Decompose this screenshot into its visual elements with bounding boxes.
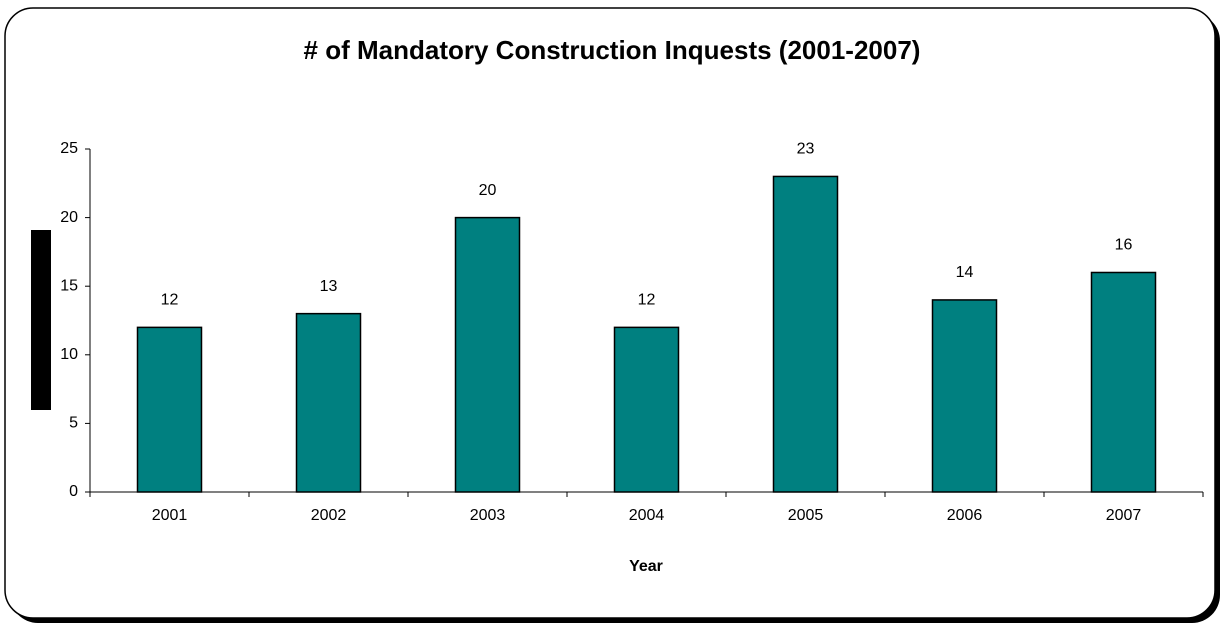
data-label: 12 <box>638 292 656 309</box>
x-tick-label: 2001 <box>152 507 188 524</box>
frame <box>4 7 1216 619</box>
y-tick-label: 0 <box>69 483 78 500</box>
data-label: 13 <box>320 278 338 295</box>
y-tick-label: 25 <box>60 140 78 157</box>
x-tick-label: 2005 <box>788 507 824 524</box>
obscured-label <box>31 230 51 410</box>
bar <box>136 326 203 493</box>
bar <box>931 299 998 493</box>
y-tick-label: 20 <box>60 209 78 226</box>
y-tick-label: 10 <box>60 346 78 363</box>
bar <box>454 216 521 493</box>
x-tick-label: 2007 <box>1106 507 1142 524</box>
x-tick-label: 2006 <box>947 507 983 524</box>
y-tick-label: 15 <box>60 277 78 294</box>
data-label: 12 <box>161 292 179 309</box>
data-label: 23 <box>797 141 815 158</box>
x-tick-label: 2004 <box>629 507 665 524</box>
x-tick-label: 2002 <box>311 507 347 524</box>
y-tick-label: 5 <box>69 415 78 432</box>
data-label: 20 <box>479 182 497 199</box>
data-label: 14 <box>956 264 974 281</box>
bar <box>1090 271 1157 493</box>
bar <box>772 175 839 493</box>
x-axis-label: Year <box>629 558 663 575</box>
bar <box>295 312 362 493</box>
chart-title: # of Mandatory Construction Inquests (20… <box>304 35 921 65</box>
bar <box>613 326 680 493</box>
x-tick-label: 2003 <box>470 507 506 524</box>
data-label: 16 <box>1115 237 1133 254</box>
